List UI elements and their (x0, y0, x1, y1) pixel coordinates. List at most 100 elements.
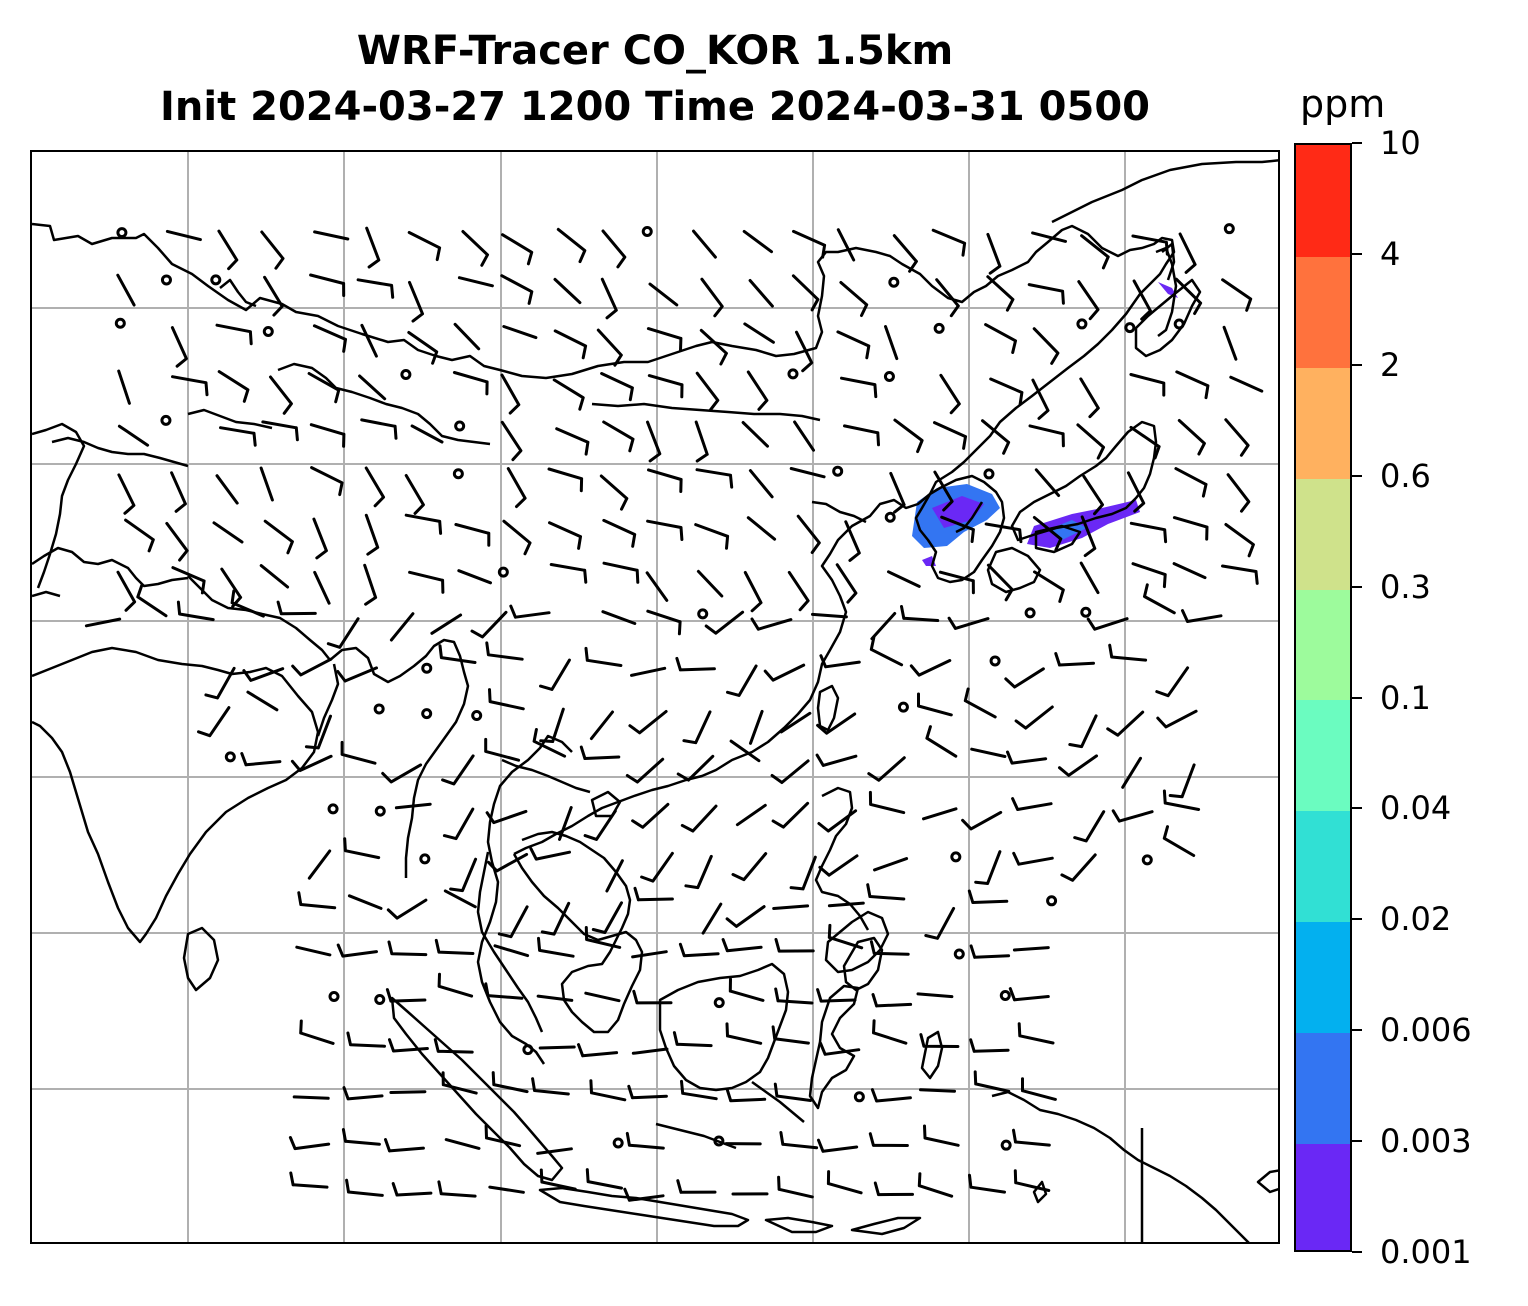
wind-barb (973, 1070, 1011, 1093)
wind-barb (605, 859, 624, 893)
wind-barb (1174, 467, 1208, 498)
wind-barb (1131, 562, 1167, 589)
calm-wind-marker (713, 1135, 725, 1147)
wind-barb (989, 377, 1024, 406)
colorbar-band (1296, 588, 1350, 701)
wind-barb (725, 1087, 767, 1103)
wind-barb (215, 323, 253, 346)
calm-wind-marker (373, 703, 385, 715)
wind-barb (1108, 643, 1148, 662)
wind-barb (725, 1022, 763, 1045)
wind-barb (1143, 583, 1176, 615)
wind-barb (742, 229, 773, 254)
wind-barb (1226, 473, 1251, 513)
wind-barb (836, 228, 856, 262)
wind-barb (500, 420, 523, 462)
wind-barb (500, 274, 534, 305)
calm-wind-marker (953, 948, 965, 960)
wind-barb (165, 521, 189, 562)
wind-barb (1079, 561, 1100, 595)
wind-barb (870, 1088, 912, 1103)
wind-barb (1222, 325, 1238, 361)
wind-barb (728, 977, 765, 1002)
wind-barb (269, 375, 293, 415)
wind-barb (1126, 471, 1146, 513)
wind-barb (347, 894, 383, 910)
calm-wind-marker (328, 991, 340, 1003)
wind-barb (389, 612, 415, 642)
colorbar-tick (1352, 696, 1362, 699)
wind-barb (386, 898, 428, 920)
wind-barb (1012, 946, 1050, 952)
colorbar-tick-label: 0.001 (1380, 1233, 1472, 1271)
wind-barb (430, 613, 463, 635)
wind-barb (384, 1138, 425, 1153)
wind-barb (1131, 234, 1169, 256)
wind-barb (171, 375, 209, 397)
wind-barb (240, 752, 282, 767)
wind-barb (646, 327, 683, 352)
wind-barb (735, 803, 767, 827)
wind-barb (342, 1086, 384, 1101)
wind-barb (346, 1031, 386, 1048)
colorbar-tick (1352, 807, 1362, 810)
wind-barb (589, 710, 614, 741)
wind-barb (695, 371, 720, 412)
wind-barb (341, 1128, 381, 1146)
wind-barb (817, 1138, 859, 1153)
wind-barb (1021, 1077, 1057, 1101)
wind-barb (770, 759, 810, 784)
wind-barb (678, 942, 720, 958)
calm-wind-marker (884, 511, 896, 523)
colorbar-tick-label: 4 (1380, 234, 1401, 273)
wind-barb (488, 1185, 525, 1194)
wind-barb (819, 654, 861, 669)
wind-barb (553, 277, 582, 305)
wind-barb (360, 323, 378, 358)
wind-barb (297, 891, 337, 910)
wind-barb (826, 1170, 863, 1195)
wind-barb (363, 563, 378, 606)
calm-wind-marker (1046, 895, 1058, 907)
wind-barb (441, 1071, 478, 1095)
wind-barb (1079, 377, 1100, 419)
calm-wind-marker (327, 803, 339, 815)
wind-barb (763, 663, 806, 682)
wind-barb (627, 1084, 668, 1100)
calm-wind-marker (897, 701, 909, 713)
wind-barb (867, 756, 906, 782)
wind-barb (326, 617, 360, 649)
wind-barb (916, 992, 954, 999)
wind-barb (385, 988, 427, 1003)
wind-barb (219, 426, 257, 447)
wind-barb (1068, 714, 1098, 749)
wind-barb (815, 753, 858, 767)
wind-barb (1060, 853, 1097, 882)
wind-barb (774, 938, 815, 953)
wind-barb (509, 604, 551, 619)
wind-barb (124, 518, 155, 553)
wind-barb (532, 728, 567, 758)
colorbar-tick-label: 10 (1380, 124, 1421, 162)
calm-wind-marker (853, 1091, 865, 1103)
wind-barb (1162, 825, 1196, 857)
wind-barb (1006, 750, 1048, 765)
wind-barb (1082, 474, 1104, 516)
map-title-line-1: WRF-Tracer CO_KOR 1.5km (356, 28, 954, 74)
wind-barb (394, 802, 432, 810)
wind-barb (748, 469, 774, 499)
wind-barb (1033, 570, 1065, 603)
calm-wind-marker (160, 414, 172, 426)
wind-barb (1129, 521, 1168, 544)
wind-barb (1077, 280, 1100, 321)
wind-barb (453, 322, 481, 351)
wind-barb (493, 944, 530, 958)
wind-barb (647, 374, 684, 399)
colorbar-tick-label: 0.02 (1380, 900, 1452, 939)
wind-barb (646, 420, 662, 463)
colorbar-tick (1352, 1140, 1362, 1143)
calm-wind-marker (400, 369, 412, 381)
wind-barb (381, 763, 423, 784)
wind-barb (789, 855, 817, 891)
wind-barb (1017, 1022, 1055, 1045)
